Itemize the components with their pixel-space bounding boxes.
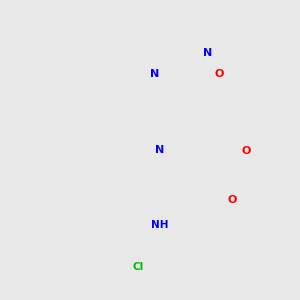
Text: NH: NH [151,220,168,230]
Text: N: N [150,69,160,79]
Text: O: O [228,195,237,205]
Text: O: O [242,146,251,156]
Text: O: O [214,69,224,79]
Text: N: N [155,145,164,154]
Text: N: N [203,48,212,58]
Text: Cl: Cl [132,262,144,272]
